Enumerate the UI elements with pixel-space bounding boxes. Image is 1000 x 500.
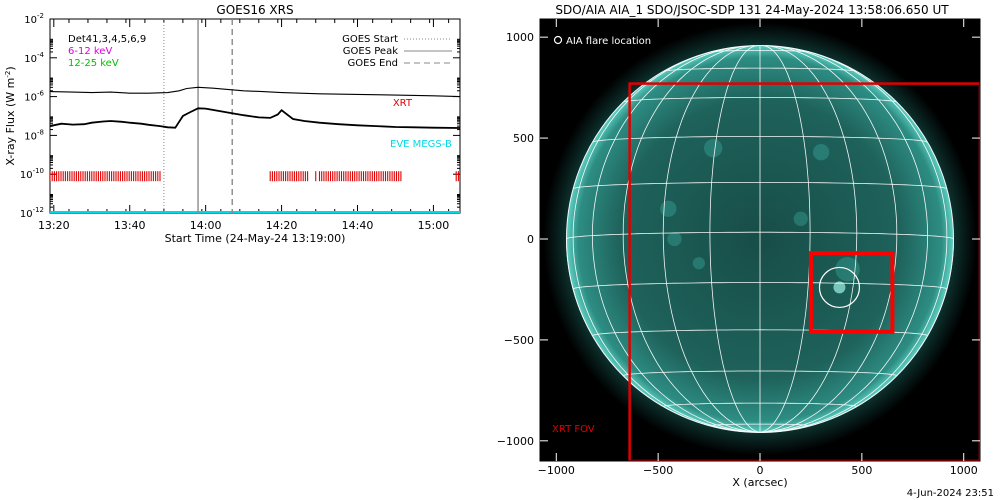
aia-y-tick-label: 500 (513, 132, 534, 145)
active-region (703, 139, 723, 158)
aia-y-tick-label: −500 (504, 334, 534, 347)
legend-band2: 12-25 keV (68, 58, 119, 69)
goes-x-tick-label: 14:40 (342, 219, 374, 232)
aia-x-axis: −1000 −500 0 500 1000 (538, 19, 978, 477)
legend-goes-end: GOES End (348, 58, 398, 69)
grid-line (759, 45, 929, 433)
xrt-fov-box (628, 82, 980, 461)
goes-chart-title: GOES16 XRS (216, 3, 293, 17)
active-regions (660, 139, 860, 294)
legend-goes-peak: GOES Peak (343, 46, 398, 57)
flare-kernel (833, 281, 846, 294)
flare-region-box (808, 251, 895, 334)
aia-x-tick-label: −500 (643, 464, 673, 477)
goes-y-axis-label: X-ray Flux (W m-2) (4, 66, 17, 165)
goes-y-tick-label: 10-8 (24, 128, 44, 142)
grid-line (591, 45, 761, 433)
goes-y-axis: 10-12 10-10 10-8 10-6 10-4 10-2 (20, 12, 460, 220)
grid-line (662, 45, 761, 433)
goes-y-tick-label: 10-10 (20, 167, 44, 181)
aia-x-tick-label: 500 (851, 464, 872, 477)
footer-timestamp: 4-Jun-2024 23:51 (907, 488, 994, 499)
grid-line (759, 45, 811, 433)
goes-x-tick-label: 13:20 (38, 219, 70, 232)
xrt-fov-label: XRT FOV (552, 424, 595, 435)
goes-x-tick-label: 14:00 (190, 219, 222, 232)
goes-y-tick-label: 10-12 (20, 206, 44, 220)
grid-line (622, 45, 761, 433)
legend-circle-icon (553, 35, 563, 45)
goes-x-tick-label: 13:40 (114, 219, 146, 232)
active-region (812, 144, 830, 161)
xrt-annotation: XRT (393, 98, 413, 109)
goes-y-tick-label: 10-2 (24, 12, 44, 26)
active-region (667, 231, 682, 247)
aia-x-tick-label: 0 (757, 464, 764, 477)
limb-circle (565, 44, 955, 434)
active-region (692, 257, 706, 270)
aia-x-tick-label: 1000 (950, 464, 978, 477)
legend-detectors: Det41,3,4,5,6,9 (68, 34, 146, 45)
aia-y-tick-label: −1000 (497, 435, 534, 448)
legend-goes-start: GOES Start (342, 34, 398, 45)
active-region (660, 200, 677, 217)
aia-legend-label: AIA flare location (566, 36, 651, 47)
aia-title: SDO/AIA AIA_1 SDO/JSOC-SDP 131 24-May-20… (555, 3, 949, 17)
goes-x-tick-label: 15:00 (418, 219, 450, 232)
aia-x-axis-label: X (arcsec) (732, 476, 787, 489)
legend-band1: 6-12 keV (68, 46, 112, 57)
aia-y-tick-label: 0 (527, 233, 534, 246)
xrt-coverage-bars (50, 171, 459, 182)
goes-flux-series-long (50, 86, 460, 98)
goes-y-tick-label: 10-4 (24, 51, 44, 65)
aia-y-axis: 1000 500 0 −500 −1000 (497, 31, 980, 448)
grid-line (709, 45, 761, 433)
flare-location-marker (818, 266, 861, 309)
goes-flux-series-short (50, 107, 460, 129)
grid-line (759, 45, 898, 433)
goes-x-axis-label: Start Time (24-May-24 13:19:00) (165, 232, 346, 245)
goes-y-tick-label: 10-6 (24, 90, 44, 104)
aia-y-tick-label: 1000 (506, 31, 534, 44)
eve-annotation: EVE MEGS-B (390, 139, 452, 150)
goes-x-tick-label: 14:20 (266, 219, 298, 232)
aia-x-tick-label: −1000 (538, 464, 575, 477)
aia-image-panel: SDO/AIA AIA_1 SDO/JSOC-SDP 131 24-May-20… (497, 3, 994, 499)
grid-line (759, 45, 858, 433)
heliographic-grid (565, 44, 955, 434)
goes-xrs-chart: GOES16 XRS 10-12 10-10 10-8 10-6 10-4 10-2 13… (4, 3, 461, 245)
active-region (793, 211, 808, 226)
